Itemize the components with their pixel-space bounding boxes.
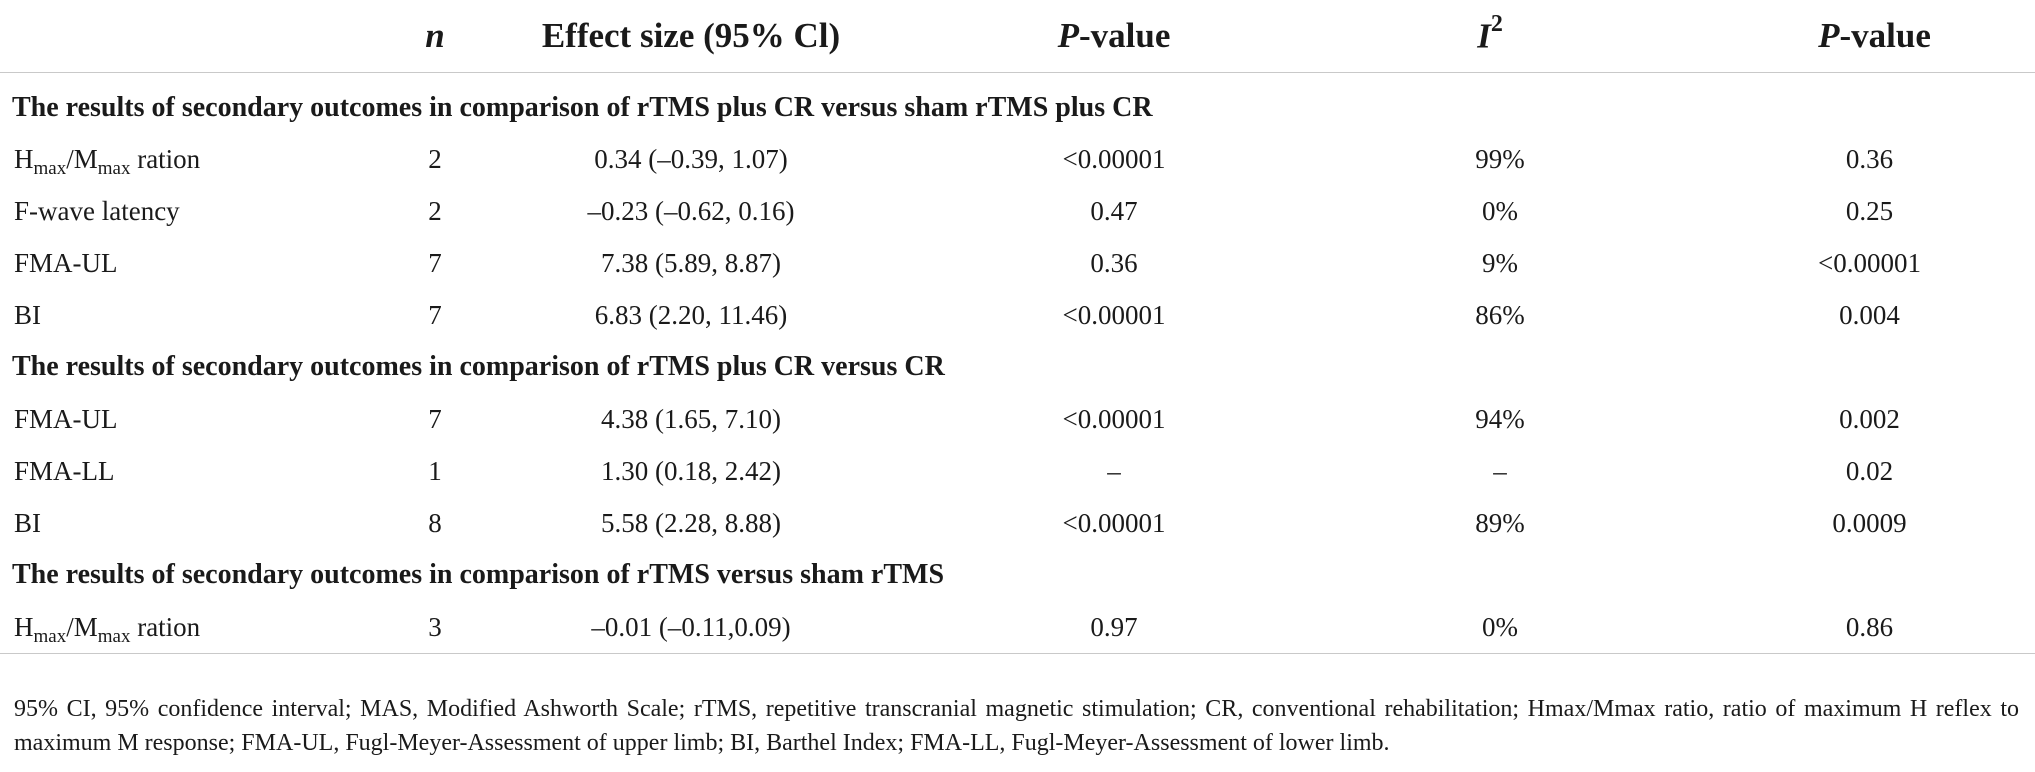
row-effect-size: 0.34 (–0.39, 1.07) — [594, 143, 788, 174]
row-i-squared: 89% — [1475, 507, 1525, 538]
row-n: 7 — [428, 247, 442, 278]
table-body: The results of secondary outcomes in com… — [0, 73, 2035, 654]
table-footnote: 95% CI, 95% confidence interval; MAS, Mo… — [14, 696, 2019, 756]
results-table-container: n Effect size (95% Cl) P-value I2 P-valu… — [0, 0, 2035, 654]
row-p-value: <0.00001 — [1062, 143, 1166, 174]
row-effect-size: 7.38 (5.89, 8.87) — [601, 247, 781, 278]
row-i-squared: 94% — [1475, 403, 1525, 434]
table-row: Hmax/Mmax ration 2 0.34 (–0.39, 1.07) <0… — [0, 133, 2035, 185]
table-row: FMA-LL 1 1.30 (0.18, 2.42) – – 0.02 — [0, 445, 2035, 497]
row-n: 3 — [330, 601, 480, 654]
row-effect-size: 4.38 (1.65, 7.10) — [601, 403, 781, 434]
row-p-value-2: 0.004 — [1839, 299, 1900, 330]
row-n: 1 — [428, 455, 442, 486]
row-p-value: <0.00001 — [1062, 299, 1166, 330]
table-row: BI 8 5.58 (2.28, 8.88) <0.00001 89% 0.00… — [0, 497, 2035, 549]
header-n: n — [330, 0, 480, 73]
row-p-value-2: 0.36 — [1845, 143, 1894, 174]
header-row: n Effect size (95% Cl) P-value I2 P-valu… — [0, 0, 2035, 73]
row-label: BI — [14, 507, 41, 538]
row-i-squared: 9% — [1482, 247, 1518, 278]
header-blank — [0, 0, 330, 73]
row-n: 2 — [428, 195, 442, 226]
row-label: BI — [14, 299, 41, 330]
table-row: BI 7 6.83 (2.20, 11.46) <0.00001 86% 0.0… — [0, 289, 2035, 341]
row-n: 2 — [428, 143, 442, 174]
section-header: The results of secondary outcomes in com… — [0, 341, 2035, 393]
row-effect-size: 5.58 (2.28, 8.88) — [601, 507, 781, 538]
row-i-squared: 0% — [1326, 601, 1654, 654]
row-p-value-2: 0.0009 — [1832, 507, 1907, 538]
section-header: The results of secondary outcomes in com… — [0, 73, 2035, 134]
section-title: The results of secondary outcomes in com… — [12, 92, 1153, 123]
row-label: F-wave latency — [14, 195, 180, 226]
row-p-value-2: 0.86 — [1654, 601, 2035, 654]
section-header: The results of secondary outcomes in com… — [0, 549, 2035, 601]
row-i-squared: 0% — [1482, 195, 1518, 226]
row-effect-size: –0.23 (–0.62, 0.16) — [587, 195, 795, 226]
row-label: FMA-UL — [14, 403, 118, 434]
header-effect-size: Effect size (95% Cl) — [480, 0, 902, 73]
row-effect-size: –0.01 (–0.11,0.09) — [480, 601, 902, 654]
section-title: The results of secondary outcomes in com… — [12, 559, 945, 590]
row-p-value: 0.36 — [1090, 247, 1138, 278]
table-row: FMA-UL 7 7.38 (5.89, 8.87) 0.36 9% <0.00… — [0, 237, 2035, 289]
row-n: 7 — [428, 299, 442, 330]
row-p-value: <0.00001 — [1062, 403, 1166, 434]
row-p-value-2: <0.00001 — [1818, 247, 1921, 278]
table-row: Hmax/Mmax ration 3 –0.01 (–0.11,0.09) 0.… — [0, 601, 2035, 654]
header-p-value: P-value — [902, 0, 1326, 73]
row-label: Hmax/Mmax ration — [0, 601, 330, 654]
table-header: n Effect size (95% Cl) P-value I2 P-valu… — [0, 0, 2035, 73]
row-p-value: <0.00001 — [1062, 507, 1166, 538]
row-i-squared: 99% — [1475, 143, 1525, 174]
row-p-value-2: 0.02 — [1845, 455, 1894, 486]
row-effect-size: 1.30 (0.18, 2.42) — [601, 455, 781, 486]
row-i-squared: 86% — [1475, 299, 1525, 330]
row-p-value: 0.47 — [1090, 195, 1138, 226]
header-p-value-2: P-value — [1654, 0, 2035, 73]
table-row: F-wave latency 2 –0.23 (–0.62, 0.16) 0.4… — [0, 185, 2035, 237]
row-i-squared: – — [1493, 455, 1507, 486]
row-label: Hmax/Mmax ration — [14, 143, 201, 179]
row-p-value: 0.97 — [902, 601, 1326, 654]
row-label: FMA-UL — [14, 247, 118, 278]
header-i-squared: I2 — [1326, 0, 1654, 73]
row-effect-size: 6.83 (2.20, 11.46) — [594, 299, 788, 330]
row-p-value-2: 0.25 — [1845, 195, 1894, 226]
results-table: n Effect size (95% Cl) P-value I2 P-valu… — [0, 0, 2035, 654]
section-title: The results of secondary outcomes in com… — [12, 351, 945, 382]
row-n: 8 — [428, 507, 442, 538]
row-label: FMA-LL — [14, 455, 115, 486]
row-p-value: – — [1107, 455, 1121, 486]
table-row: FMA-UL 7 4.38 (1.65, 7.10) <0.00001 94% … — [0, 393, 2035, 445]
row-p-value-2: 0.002 — [1839, 403, 1900, 434]
row-n: 7 — [428, 403, 442, 434]
